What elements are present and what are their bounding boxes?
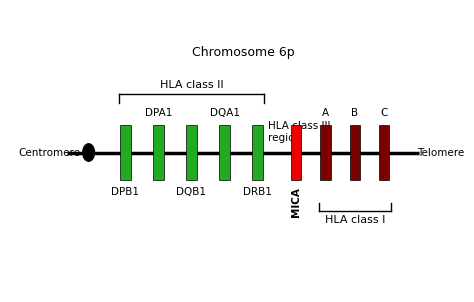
Bar — [291, 125, 301, 180]
Text: DQA1: DQA1 — [210, 108, 239, 117]
Text: Centromere: Centromere — [18, 147, 81, 158]
Bar — [350, 125, 360, 180]
Text: HLA class I: HLA class I — [325, 215, 385, 225]
Text: DPB1: DPB1 — [111, 187, 139, 198]
Bar — [120, 125, 130, 180]
Bar — [219, 125, 230, 180]
Text: HLA class II: HLA class II — [160, 80, 224, 90]
Text: DQB1: DQB1 — [176, 187, 207, 198]
Ellipse shape — [83, 144, 94, 161]
Text: HLA class III
region: HLA class III region — [268, 121, 330, 143]
Text: DPA1: DPA1 — [145, 108, 172, 117]
Bar — [186, 125, 197, 180]
Text: A: A — [322, 108, 329, 117]
Text: Chromosome 6p: Chromosome 6p — [191, 46, 294, 59]
Text: MICA: MICA — [291, 187, 301, 217]
Text: C: C — [381, 108, 388, 117]
Text: B: B — [351, 108, 358, 117]
Bar — [379, 125, 390, 180]
Bar — [153, 125, 164, 180]
Bar — [320, 125, 331, 180]
Text: Telomere: Telomere — [417, 147, 464, 158]
Text: DRB1: DRB1 — [243, 187, 272, 198]
Bar — [253, 125, 263, 180]
